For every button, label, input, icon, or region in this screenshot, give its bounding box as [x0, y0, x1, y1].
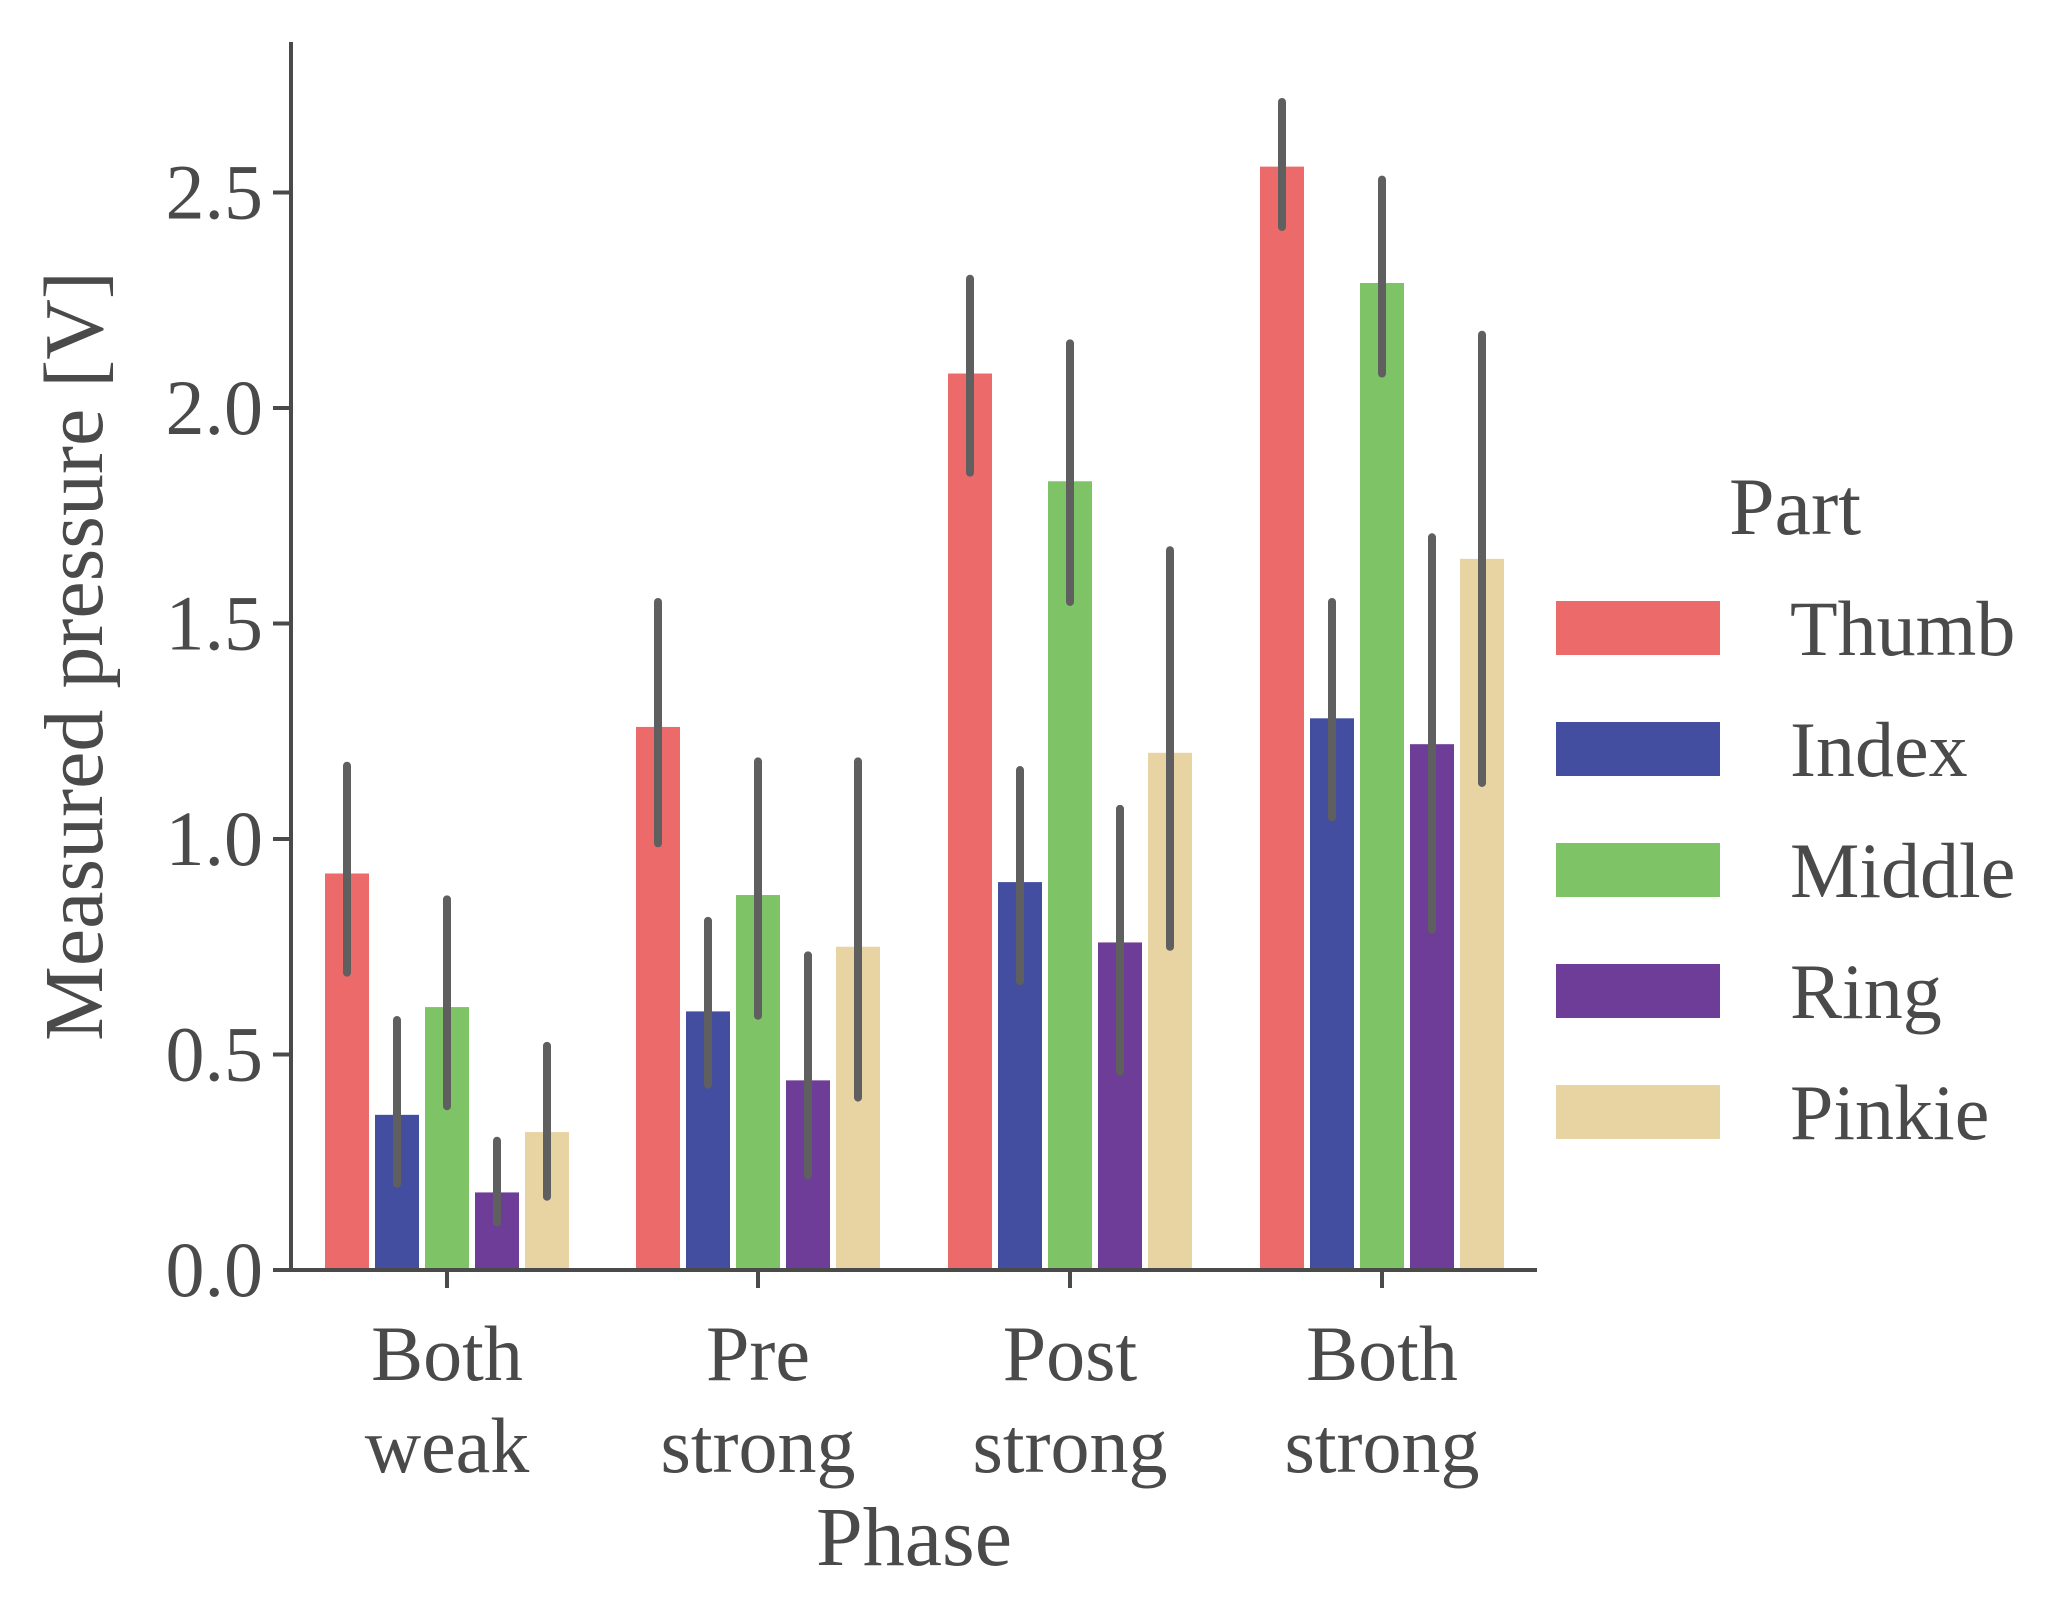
x-tick-label: Post — [1003, 1310, 1138, 1397]
legend-swatch-middle — [1556, 843, 1720, 897]
bar-thumb-3 — [1260, 166, 1304, 1270]
y-tick-label: 2.0 — [166, 364, 264, 451]
y-tick-label: 0.0 — [166, 1226, 264, 1313]
legend-swatch-pinkie — [1556, 1085, 1720, 1139]
legend-label-thumb: Thumb — [1790, 585, 2015, 672]
legend-swatch-index — [1556, 722, 1720, 776]
y-tick-label: 2.5 — [166, 149, 264, 236]
legend-swatch-thumb — [1556, 601, 1720, 655]
legend-label-middle: Middle — [1790, 827, 2015, 914]
x-tick-label: strong — [661, 1402, 856, 1489]
y-axis-title: Measured pressure [V] — [28, 271, 121, 1041]
axes-layer: 0.00.51.01.52.02.5BothweakPrestrongPosts… — [28, 42, 1537, 1584]
x-tick-label: Pre — [706, 1310, 810, 1397]
x-axis-title: Phase — [816, 1491, 1012, 1584]
bar-middle-3 — [1360, 283, 1404, 1270]
x-tick-label: strong — [1285, 1402, 1480, 1489]
x-tick-label: Both — [1306, 1310, 1458, 1397]
y-tick-label: 1.0 — [166, 795, 264, 882]
bar-thumb-2 — [948, 373, 992, 1270]
bar-middle-2 — [1048, 481, 1092, 1270]
bars-layer — [325, 166, 1504, 1270]
legend-swatch-ring — [1556, 964, 1720, 1018]
x-tick-label: Both — [371, 1310, 523, 1397]
y-tick-label: 1.5 — [166, 580, 264, 667]
error-bars-layer — [343, 97, 1486, 1227]
legend-label-pinkie: Pinkie — [1790, 1069, 1989, 1156]
legend-label-ring: Ring — [1790, 948, 1942, 1035]
y-tick-label: 0.5 — [166, 1011, 264, 1098]
x-tick-label: strong — [973, 1402, 1168, 1489]
x-tick-label: weak — [365, 1402, 530, 1489]
legend: Part Thumb Index Middle Ring Pinkie — [1556, 461, 2015, 1156]
legend-title: Part — [1729, 461, 1861, 552]
legend-label-index: Index — [1790, 706, 1968, 793]
